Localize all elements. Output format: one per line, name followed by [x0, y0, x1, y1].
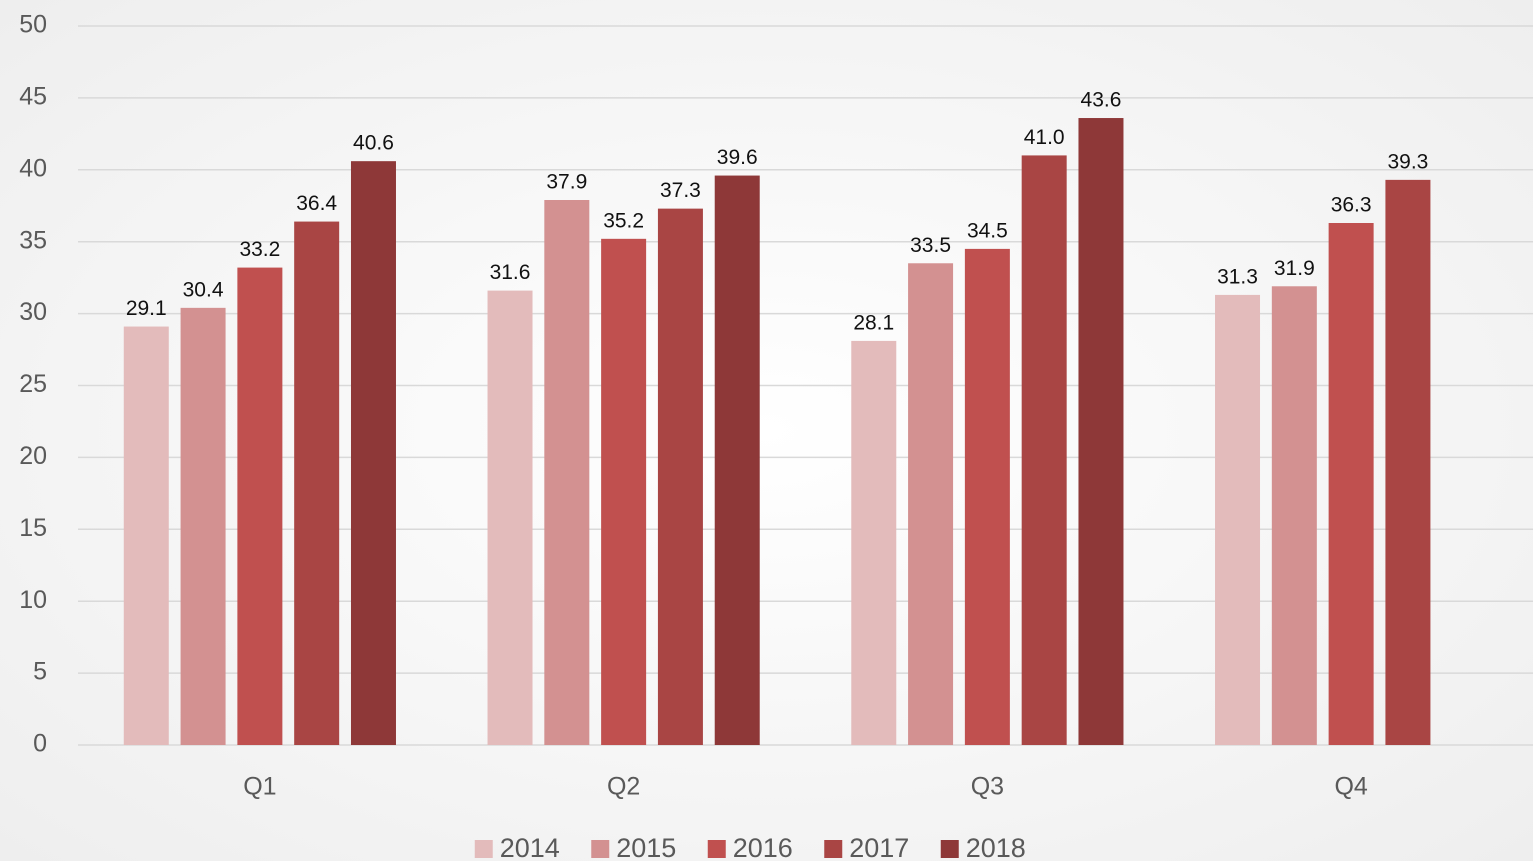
data-label: 35.2 — [603, 209, 644, 232]
x-tick-label: Q3 — [971, 773, 1004, 801]
bar — [908, 263, 954, 745]
bar — [544, 199, 590, 746]
data-label: 29.1 — [126, 297, 167, 320]
bar — [180, 307, 226, 745]
legend-swatch — [474, 840, 493, 858]
data-label: 39.6 — [717, 146, 758, 169]
legend-label: 2016 — [733, 833, 793, 861]
data-label: 36.4 — [296, 192, 337, 215]
data-label: 28.1 — [853, 311, 894, 334]
legend-swatch — [824, 840, 843, 858]
data-label: 43.6 — [1081, 89, 1122, 112]
y-tick-label: 15 — [19, 514, 47, 542]
x-tick-label: Q2 — [607, 773, 640, 801]
data-label: 31.6 — [490, 261, 531, 284]
data-label: 37.9 — [546, 171, 587, 194]
y-tick-label: 35 — [19, 226, 47, 254]
bar — [123, 326, 169, 745]
legend-swatch — [707, 840, 726, 858]
legend-swatch — [940, 840, 959, 858]
y-tick-label: 40 — [19, 154, 47, 182]
bar — [657, 208, 703, 746]
bar — [487, 290, 533, 745]
data-label: 33.5 — [910, 234, 951, 257]
data-label: 40.6 — [353, 132, 394, 155]
legend-label: 2015 — [616, 833, 676, 861]
bar — [851, 340, 897, 745]
data-label: 34.5 — [967, 219, 1008, 242]
bar — [1078, 118, 1124, 746]
y-tick-label: 10 — [19, 586, 47, 614]
bar — [1328, 223, 1374, 746]
bar — [1385, 179, 1431, 746]
data-label: 31.3 — [1217, 265, 1258, 288]
data-label: 41.0 — [1024, 126, 1065, 149]
bar — [350, 161, 396, 745]
bar — [964, 248, 1010, 745]
legend-label: 2017 — [849, 833, 909, 861]
x-tick-label: Q1 — [243, 773, 276, 801]
bar — [237, 267, 283, 745]
data-label: 33.2 — [239, 238, 280, 261]
y-tick-label: 20 — [19, 442, 47, 470]
bar — [1215, 294, 1261, 745]
legend-label: 2018 — [966, 833, 1026, 861]
x-tick-label: Q4 — [1334, 773, 1367, 801]
bar — [601, 238, 647, 745]
y-tick-label: 25 — [19, 370, 47, 398]
bar — [1271, 286, 1317, 745]
data-label: 30.4 — [183, 278, 224, 301]
legend-swatch — [591, 840, 610, 858]
data-label: 31.9 — [1274, 257, 1315, 280]
y-tick-label: 5 — [33, 658, 47, 686]
y-tick-label: 0 — [33, 730, 47, 758]
y-tick-label: 50 — [19, 11, 47, 39]
y-tick-label: 30 — [19, 298, 47, 326]
y-tick-label: 45 — [19, 83, 47, 111]
bar — [294, 221, 340, 745]
bar — [1021, 155, 1067, 746]
data-label: 36.3 — [1331, 194, 1372, 217]
legend-label: 2014 — [500, 833, 560, 861]
data-label: 39.3 — [1387, 150, 1428, 173]
bar — [714, 175, 760, 745]
data-label: 37.3 — [660, 179, 701, 202]
